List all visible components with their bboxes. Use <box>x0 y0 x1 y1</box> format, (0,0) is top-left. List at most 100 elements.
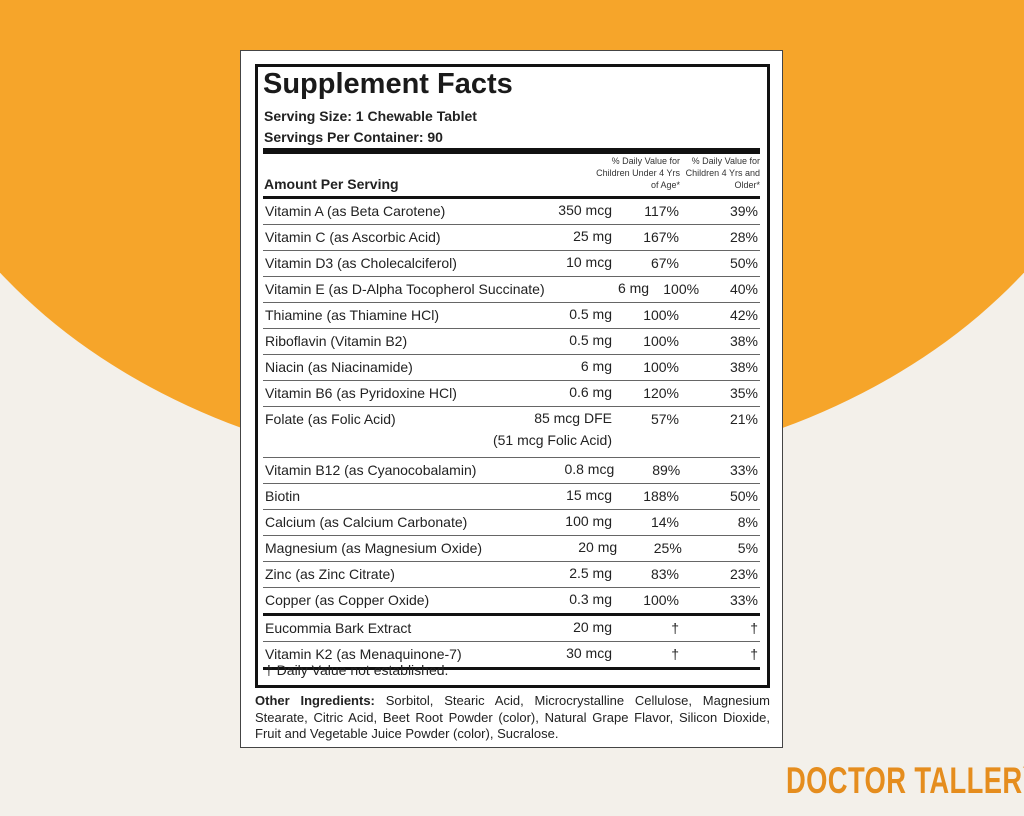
daily-value: 39% <box>729 203 758 219</box>
amount: 30 mcg <box>472 642 612 664</box>
nutrient-name: Calcium (as Calcium Carbonate) <box>265 514 468 530</box>
amount-value: 15 mcg <box>566 487 612 503</box>
daily-value: † <box>671 646 679 662</box>
nutrient-row: Eucommia Bark Extract 20 mg † † <box>263 616 760 642</box>
daily-value: 100% <box>643 333 679 349</box>
daily-value: 67% <box>650 255 679 271</box>
nutrient-name: Vitamin B12 (as Cyanocobalamin) <box>265 462 477 478</box>
amount-value: 350 mcg <box>558 202 612 218</box>
amount: 0.8 mcg <box>476 458 614 480</box>
amount-value: 2.5 mg <box>569 565 612 581</box>
nutrient-name: Biotin <box>265 488 301 504</box>
daily-value: 33% <box>729 592 758 608</box>
amount-value: 85 mcg DFE <box>534 410 612 426</box>
divider <box>263 196 760 199</box>
amount: 0.6 mg <box>472 381 612 403</box>
daily-value: 35% <box>729 385 758 401</box>
amount: 0.5 mg <box>472 329 612 351</box>
nutrient-name: Zinc (as Zinc Citrate) <box>265 566 395 582</box>
nutrient-row: Vitamin B12 (as Cyanocobalamin) 0.8 mcg 89… <box>263 458 760 484</box>
amount-value: 0.5 mg <box>569 306 612 322</box>
amount: 20 mg <box>482 536 617 558</box>
brand-logo: DOCTOR TALLER™ <box>786 760 1024 802</box>
other-ingredients: Other Ingredients: Sorbitol, Stearic Aci… <box>255 693 770 743</box>
daily-value: 14% <box>650 514 679 530</box>
amount-value: 10 mcg <box>566 254 612 270</box>
amount: 25 mg <box>472 225 612 247</box>
nutrient-row: Folate (as Folic Acid) 85 mcg DFE (51 mcg … <box>263 407 760 458</box>
amount: 85 mcg DFE (51 mcg Folic Acid) <box>472 407 612 451</box>
nutrient-name: Riboflavin (Vitamin B2) <box>265 333 408 349</box>
daily-value: 38% <box>729 333 758 349</box>
servings-per-container: Servings Per Container: 90 <box>264 129 443 145</box>
nutrient-name: Eucommia Bark Extract <box>265 620 412 636</box>
nutrient-name: Magnesium (as Magnesium Oxide) <box>265 540 483 556</box>
brand-name: DOCTOR TALLER <box>786 760 1023 801</box>
nutrient-row: Vitamin E (as D-Alpha Tocopherol Succina… <box>263 277 760 303</box>
amount: 6 mg <box>472 355 612 377</box>
trademark: ™ <box>1023 764 1024 778</box>
amount-value: 6 mg <box>617 280 650 296</box>
amount-value: 100 mg <box>565 513 612 529</box>
daily-value: 23% <box>729 566 758 582</box>
divider <box>263 148 760 154</box>
amount: 6 mg <box>545 277 649 299</box>
nutrient-row: Riboflavin (Vitamin B2) 0.5 mg 100% 38% <box>263 329 760 355</box>
nutrient-name: Vitamin C (as Ascorbic Acid) <box>265 229 441 245</box>
amount-value: 25 mg <box>573 228 612 244</box>
nutrient-name: Vitamin B6 (as Pyridoxine HCl) <box>265 385 457 401</box>
daily-value: 100% <box>663 281 700 297</box>
daily-value: 50% <box>729 488 758 504</box>
amount-value: 20 mg <box>578 539 618 555</box>
nutrient-name: Folate (as Folic Acid) <box>265 411 396 427</box>
amount-value: 20 mg <box>573 619 612 635</box>
daily-value: 21% <box>729 411 758 427</box>
nutrient-name: Vitamin D3 (as Cholecalciferol) <box>265 255 457 271</box>
other-ingredients-text: Sorbitol, Stearic Acid, Microcrystalline… <box>255 693 770 741</box>
daily-value: 33% <box>729 462 758 478</box>
nutrient-row: Biotin 15 mcg 188% 50% <box>263 484 760 510</box>
daily-value: 120% <box>643 385 679 401</box>
daily-value: 8% <box>737 514 758 530</box>
daily-value: 38% <box>729 359 758 375</box>
nutrient-name: Vitamin E (as D-Alpha Tocopherol Succina… <box>265 281 545 297</box>
dv-header: % Daily Value for Children 4 Yrs and Old… <box>685 156 760 190</box>
daily-value: 100% <box>643 307 679 323</box>
amount-value: 30 mcg <box>566 645 612 661</box>
nutrient-row: Vitamin A (as Beta Carotene) 350 mcg 117% 3… <box>263 199 760 225</box>
nutrient-name: Thiamine (as Thiamine HCl) <box>265 307 440 323</box>
nutrient-name: Vitamin K2 (as Menaquinone-7) <box>265 646 462 662</box>
nutrient-table: Vitamin A (as Beta Carotene) 350 mcg 117% 3… <box>263 199 760 670</box>
daily-value: 40% <box>729 281 758 297</box>
label-card <box>240 50 783 748</box>
daily-value: † <box>750 620 758 636</box>
daily-value: 83% <box>650 566 679 582</box>
facts-box <box>255 64 770 688</box>
daily-value: 167% <box>643 229 679 245</box>
nutrient-name: Vitamin A (as Beta Carotene) <box>265 203 446 219</box>
amount: 20 mg <box>472 616 612 638</box>
nutrient-row: Niacin (as Niacinamide) 6 mg 100% 38% <box>263 355 760 381</box>
footnote: † Daily Value not established. <box>265 662 449 678</box>
title: Supplement Facts <box>263 68 513 100</box>
amount: 15 mcg <box>472 484 612 506</box>
nutrient-row: Calcium (as Calcium Carbonate) 100 mg 14% 8… <box>263 510 760 536</box>
daily-value: 188% <box>643 488 679 504</box>
daily-value: 57% <box>650 411 679 427</box>
daily-value: 5% <box>737 540 759 556</box>
dv-header: % Daily Value for Children Under 4 Yrs o… <box>596 156 680 190</box>
daily-value: 25% <box>653 540 682 556</box>
nutrient-row: Vitamin D3 (as Cholecalciferol) 10 mcg 67%… <box>263 251 760 277</box>
nutrient-row: Zinc (as Zinc Citrate) 2.5 mg 83% 23% <box>263 562 760 588</box>
daily-value: 100% <box>643 359 679 375</box>
amount-value: 0.5 mg <box>569 332 612 348</box>
daily-value: 42% <box>729 307 758 323</box>
other-ingredients-label: Other Ingredients: <box>255 693 375 708</box>
amount-value: 6 mg <box>580 358 612 374</box>
daily-value: † <box>750 646 758 662</box>
amount-value: 0.3 mg <box>569 591 612 607</box>
daily-value: 50% <box>729 255 758 271</box>
amount: 2.5 mg <box>472 562 612 584</box>
